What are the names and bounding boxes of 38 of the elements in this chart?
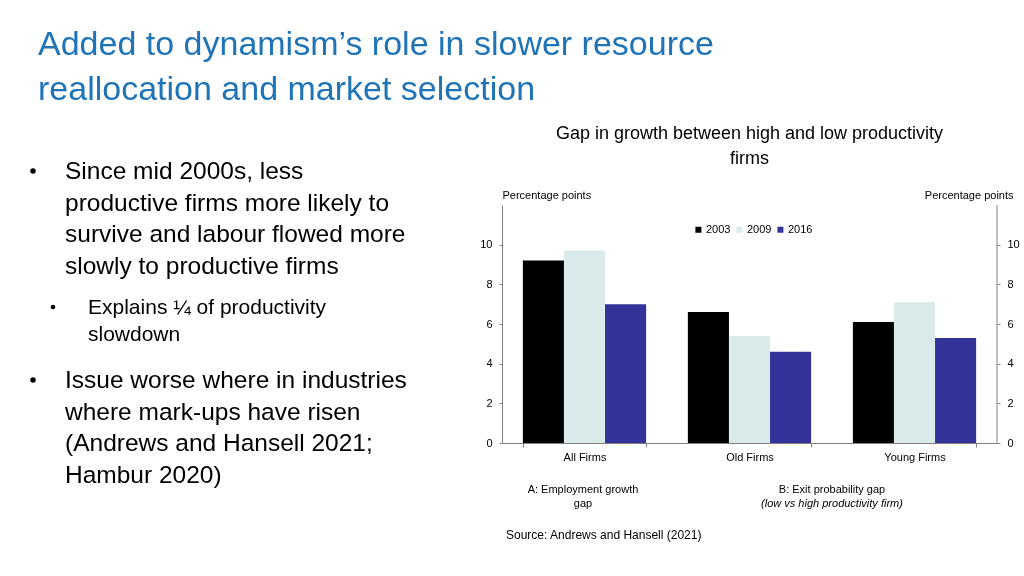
chart-title: Added to dynamism’s role in slower resource reallocation and market selection (38, 24, 714, 107)
bar (687, 312, 729, 443)
x-tick-label: Young Firms (884, 450, 947, 463)
legend-label: 2003 (705, 222, 731, 235)
y2-tick-label: 0 (1007, 436, 1014, 449)
y2-tick-label: 8 (1007, 277, 1014, 290)
y-tick-label: 6 (486, 317, 493, 330)
text: (low vs high productivity firm) (761, 497, 904, 509)
y2-tick-label: 2 (1007, 396, 1014, 409)
chart-subtitle: Gap in growth between high and low productivity firms (555, 123, 944, 168)
bar (893, 302, 936, 443)
x-tick-label: All Firms (563, 450, 607, 463)
y-tick-label: 10 (480, 238, 493, 251)
text: A: Employment growth gap (527, 483, 639, 509)
bar (770, 351, 812, 443)
bar (522, 260, 564, 443)
bar (935, 337, 977, 443)
bar (852, 322, 894, 443)
text: Since mid 2000s, less productive firms more likely to survive and labour flowed more slowly to productive firms (65, 157, 406, 279)
y2-tick-label: 4 (1007, 357, 1014, 370)
y-tick-label: 4 (486, 357, 493, 370)
x-tick-label: Old Firms (726, 450, 775, 463)
text: Explains ¼ of productivity slowdown (88, 295, 327, 345)
legend-label: 2016 (787, 222, 813, 235)
text: B: Exit probability gap (778, 483, 886, 495)
y2-axis-title: Percentage points (924, 188, 1014, 201)
text: Issue worse where in industries where mark-ups have risen (Andrews and Hansell 2021; Hambur 2020) (64, 366, 407, 488)
y-tick-label: 8 (486, 277, 493, 290)
source-note: Source: Andrews and Hansell (2021) (506, 528, 702, 542)
y-tick-label: 0 (486, 436, 493, 449)
y2-tick-label: 6 (1007, 317, 1014, 330)
y-axis-title: Percentage points (502, 188, 592, 201)
legend-label: 2009 (746, 222, 772, 235)
bar (605, 304, 647, 443)
y2-tick-label: 10 (1007, 238, 1020, 251)
bar (563, 250, 606, 443)
bar (728, 335, 771, 443)
y-tick-label: 2 (486, 396, 493, 409)
